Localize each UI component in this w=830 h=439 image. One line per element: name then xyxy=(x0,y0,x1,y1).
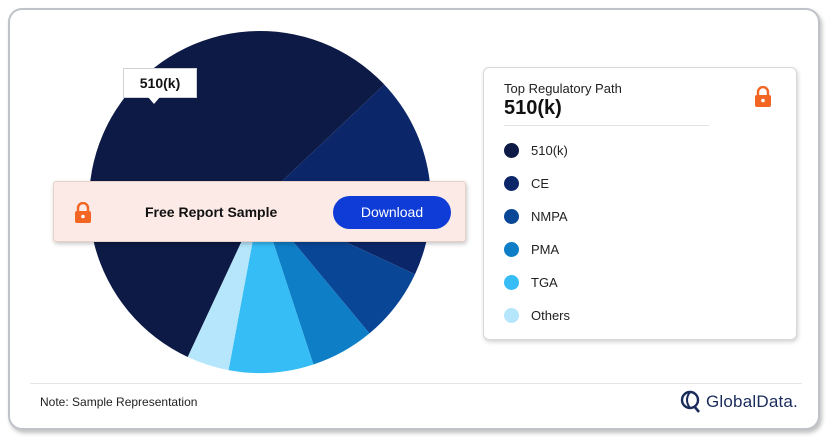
legend-item-label: TGA xyxy=(531,275,558,290)
legend-swatch xyxy=(504,209,519,224)
lock-icon xyxy=(75,202,91,223)
legend-item: PMA xyxy=(504,233,570,266)
globaldata-logo-icon xyxy=(680,390,700,413)
pie-callout-label: 510(k) xyxy=(123,68,197,98)
legend-swatch xyxy=(504,275,519,290)
pie-callout-pointer xyxy=(148,97,160,104)
legend-swatch xyxy=(504,143,519,158)
legend-panel: Top Regulatory Path 510(k) 510(k) CE NMPA P… xyxy=(483,67,797,340)
legend-item: 510(k) xyxy=(504,134,570,167)
legend-subtitle: Top Regulatory Path xyxy=(504,81,622,96)
legend-item-label: NMPA xyxy=(531,209,568,224)
brand-name: GlobalData. xyxy=(706,392,798,411)
legend-list: 510(k) CE NMPA PMA TGA Others xyxy=(504,134,570,332)
legend-item-label: PMA xyxy=(531,242,560,257)
legend-item: Others xyxy=(504,299,570,332)
pie-slice-pma xyxy=(260,202,370,365)
footer-divider xyxy=(30,383,802,384)
footer-note: Note: Sample Representation xyxy=(40,395,198,409)
legend-swatch xyxy=(504,308,519,323)
legend-divider xyxy=(504,125,709,126)
legend-item-label: Others xyxy=(531,308,571,323)
globaldata-logo: GlobalData. xyxy=(680,390,798,414)
legend-item: TGA xyxy=(504,266,570,299)
legend-swatch xyxy=(504,242,519,257)
pie-slice-tga xyxy=(228,202,314,373)
legend-item-label: CE xyxy=(531,176,550,191)
legend-item: NMPA xyxy=(504,200,570,233)
free-report-banner: Free Report Sample Download xyxy=(53,181,466,242)
pie-slice-others xyxy=(187,202,260,371)
lock-icon xyxy=(755,86,771,107)
legend-headline-value: 510(k) xyxy=(504,97,562,119)
legend-item: CE xyxy=(504,167,570,200)
banner-title: Free Report Sample xyxy=(145,204,278,220)
legend-item-label: 510(k) xyxy=(531,143,568,158)
legend-swatch xyxy=(504,176,519,191)
download-button[interactable]: Download xyxy=(333,196,451,229)
